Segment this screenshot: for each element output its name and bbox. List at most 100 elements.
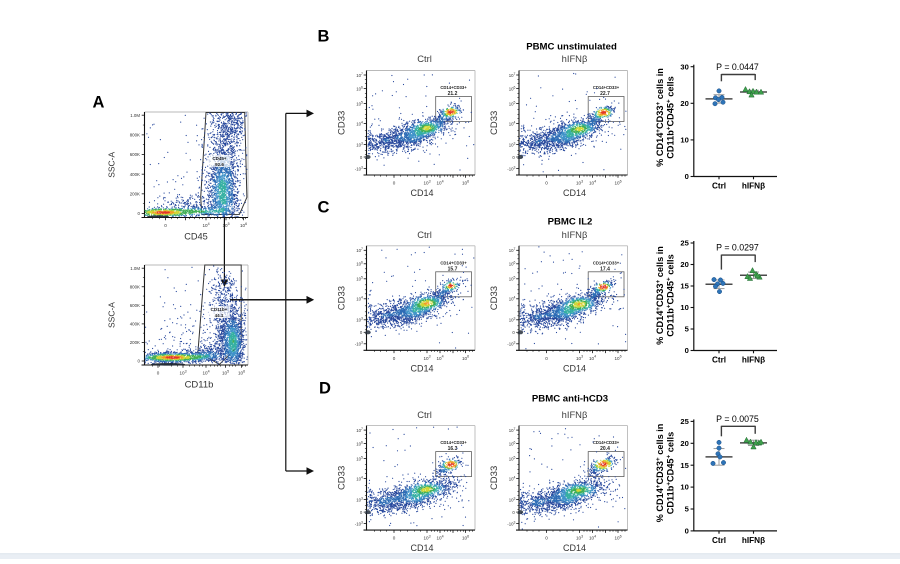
svg-text:103: 103	[576, 355, 583, 361]
svg-text:400K: 400K	[130, 172, 140, 177]
svg-text:15.7: 15.7	[448, 266, 458, 272]
svg-text:Ctrl: Ctrl	[712, 356, 726, 365]
svg-text:106: 106	[614, 535, 621, 541]
svg-text:SSC-A: SSC-A	[107, 302, 117, 328]
svg-text:SSC-A: SSC-A	[107, 151, 117, 177]
svg-text:CD33: CD33	[337, 466, 348, 490]
svg-text:hIFNβ: hIFNβ	[742, 536, 765, 545]
svg-text:106: 106	[356, 261, 363, 267]
svg-text:800K: 800K	[130, 284, 140, 289]
svg-text:CD14: CD14	[563, 543, 586, 553]
svg-text:0: 0	[545, 536, 548, 541]
svg-text:104: 104	[202, 222, 209, 228]
svg-text:20.4: 20.4	[600, 446, 610, 452]
svg-text:CD33: CD33	[489, 466, 500, 490]
svg-text:P = 0.0075: P = 0.0075	[716, 414, 759, 424]
svg-text:20: 20	[680, 99, 688, 108]
svg-text:105: 105	[509, 276, 516, 282]
svg-text:30: 30	[680, 62, 688, 71]
svg-text:17.4: 17.4	[600, 266, 610, 272]
svg-text:Ctrl: Ctrl	[712, 182, 726, 191]
svg-text:103: 103	[509, 141, 516, 147]
svg-text:105: 105	[509, 456, 516, 462]
svg-text:15: 15	[680, 461, 689, 470]
svg-text:hIFNβ: hIFNβ	[562, 53, 588, 64]
svg-text:106: 106	[614, 355, 621, 361]
svg-text:hIFNβ: hIFNβ	[562, 409, 588, 420]
svg-text:PBMC anti-hCD3: PBMC anti-hCD3	[532, 394, 608, 405]
svg-text:104: 104	[509, 476, 516, 482]
svg-text:CD11b+CD45+ cells: CD11b+CD45+ cells	[666, 432, 676, 514]
svg-text:Ctrl: Ctrl	[417, 53, 432, 64]
svg-text:hIFNβ: hIFNβ	[742, 182, 765, 191]
svg-text:1.0M: 1.0M	[130, 266, 140, 271]
svg-text:C: C	[318, 199, 330, 217]
svg-text:106: 106	[356, 85, 363, 91]
svg-text:0: 0	[360, 330, 363, 335]
svg-text:0: 0	[512, 330, 515, 335]
svg-text:0: 0	[685, 346, 689, 355]
svg-text:0: 0	[512, 510, 515, 515]
svg-text:-103: -103	[507, 165, 515, 171]
svg-text:CD14+CD33+: CD14+CD33+	[593, 85, 620, 90]
svg-text:104: 104	[509, 296, 516, 302]
svg-text:107: 107	[356, 427, 363, 433]
svg-text:CD33: CD33	[337, 111, 348, 135]
svg-text:0: 0	[545, 356, 548, 361]
svg-text:103: 103	[576, 535, 583, 541]
svg-text:103: 103	[576, 179, 583, 185]
svg-text:-103: -103	[355, 341, 363, 347]
svg-text:CD14: CD14	[410, 543, 433, 553]
svg-text:105: 105	[222, 222, 229, 228]
svg-text:0: 0	[138, 211, 141, 216]
svg-text:104: 104	[436, 179, 443, 185]
svg-text:105: 105	[356, 276, 363, 282]
svg-text:Ctrl: Ctrl	[417, 229, 432, 240]
svg-text:107: 107	[356, 72, 363, 78]
svg-text:P = 0.0447: P = 0.0447	[716, 62, 759, 72]
svg-text:25: 25	[680, 417, 689, 426]
svg-text:15: 15	[680, 282, 689, 291]
svg-text:hIFNβ: hIFNβ	[742, 356, 765, 365]
svg-text:PBMC IL2: PBMC IL2	[548, 217, 593, 228]
svg-text:105: 105	[356, 456, 363, 462]
svg-text:103: 103	[423, 179, 430, 185]
svg-text:106: 106	[509, 261, 516, 267]
svg-text:800K: 800K	[130, 133, 140, 138]
svg-text:103: 103	[423, 355, 430, 361]
svg-text:A: A	[93, 94, 105, 112]
svg-text:CD14+CD33+: CD14+CD33+	[440, 260, 467, 265]
svg-text:105: 105	[509, 100, 516, 106]
svg-text:Ctrl: Ctrl	[712, 536, 726, 545]
svg-text:0: 0	[512, 155, 515, 160]
svg-text:107: 107	[509, 247, 516, 253]
svg-text:CD11b: CD11b	[185, 380, 214, 391]
svg-text:-103: -103	[507, 341, 515, 347]
svg-text:0: 0	[360, 155, 363, 160]
svg-text:103: 103	[423, 535, 430, 541]
svg-text:106: 106	[614, 179, 621, 185]
svg-text:107: 107	[509, 72, 516, 78]
svg-text:10: 10	[680, 136, 688, 145]
svg-text:106: 106	[462, 355, 469, 361]
svg-text:20: 20	[680, 260, 688, 269]
svg-text:106: 106	[509, 441, 516, 447]
svg-text:600K: 600K	[130, 303, 140, 308]
svg-text:-103: -103	[507, 520, 515, 526]
svg-text:Ctrl: Ctrl	[417, 409, 432, 420]
svg-text:CD14+CD33+: CD14+CD33+	[440, 440, 467, 445]
svg-text:21.2: 21.2	[448, 91, 458, 97]
svg-text:105: 105	[356, 100, 363, 106]
svg-text:106: 106	[509, 85, 516, 91]
svg-text:104: 104	[589, 179, 596, 185]
svg-text:106: 106	[462, 179, 469, 185]
svg-text:D: D	[319, 380, 331, 398]
svg-text:104: 104	[589, 355, 596, 361]
svg-text:CD14: CD14	[563, 363, 586, 373]
svg-text:16.3: 16.3	[448, 446, 458, 452]
svg-text:400K: 400K	[130, 322, 140, 327]
svg-text:104: 104	[356, 296, 363, 302]
svg-text:104: 104	[589, 535, 596, 541]
svg-text:107: 107	[356, 247, 363, 253]
svg-text:106: 106	[240, 222, 247, 228]
